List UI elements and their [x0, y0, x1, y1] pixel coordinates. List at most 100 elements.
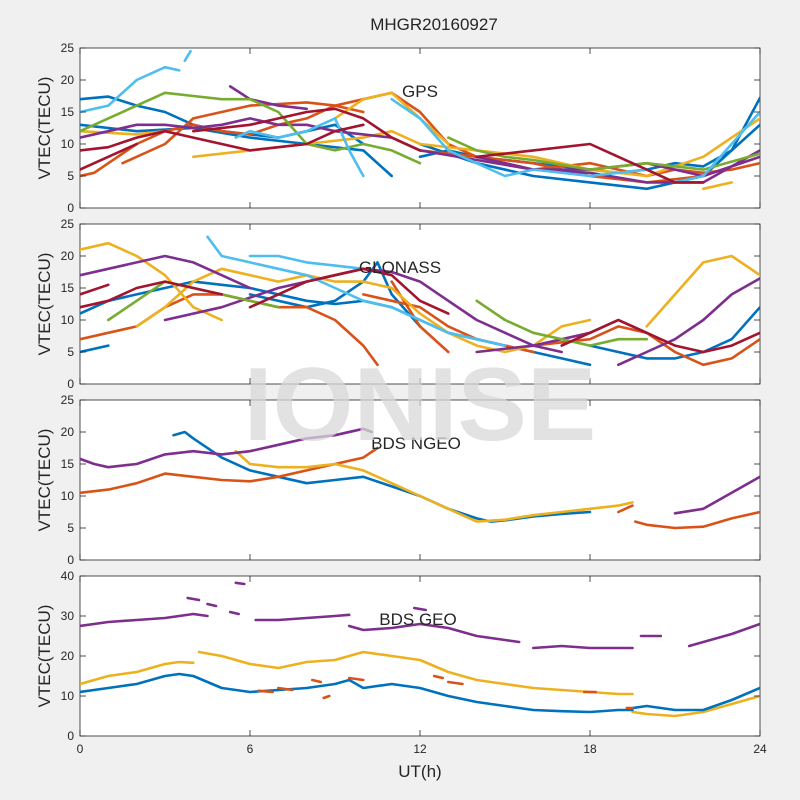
series-line-cyan-18	[234, 117, 365, 178]
series-line-yellow-9	[135, 267, 592, 354]
y-tick-label: 0	[67, 377, 74, 391]
y-tick-label: 0	[67, 729, 74, 743]
x-tick-label: 0	[77, 742, 84, 756]
panel-label-glonass: GLONASS	[359, 258, 441, 277]
y-tick-label: 5	[67, 345, 74, 359]
series-line-orange-17	[276, 686, 294, 692]
series-line-orange-1	[80, 446, 379, 495]
series-line-purple-5	[80, 427, 374, 469]
series-line-darkred-19	[80, 280, 223, 309]
series-line-orange-6	[531, 325, 760, 367]
bds-geo-panel: 0 10 20 30 40 0 6 12 18 24 VTEC(TECU) BDS GEO	[35, 569, 767, 756]
series-line-purple-7	[412, 606, 428, 612]
series-line-blue-2	[588, 305, 760, 360]
series-line-darkred-20	[248, 267, 450, 315]
y-axis-label: VTEC(TECU)	[35, 605, 54, 708]
y-tick-label: 20	[61, 73, 75, 87]
y-tick-label: 15	[61, 457, 75, 471]
series-line-purple-14	[616, 277, 760, 367]
panel-label-bds-geo: BDS GEO	[379, 610, 456, 629]
series-line-purple-5	[254, 613, 351, 622]
series-line-blue-15	[631, 686, 760, 712]
series-line-cyan-18	[248, 254, 365, 271]
series-line-cyan-17	[206, 235, 507, 347]
series-line-purple-0	[80, 612, 209, 628]
y-tick-label: 25	[61, 393, 75, 407]
series-line-green-15	[446, 136, 760, 171]
series-line-darkred-21	[192, 107, 422, 152]
y-tick-label: 40	[61, 569, 75, 583]
figure-title: MHGR20160927	[370, 15, 498, 34]
series-group	[80, 427, 760, 530]
series-line-purple-12	[163, 267, 564, 354]
series-line-purple-6	[347, 622, 521, 644]
y-tick-label: 25	[61, 217, 75, 231]
series-line-orange-5	[121, 101, 365, 165]
watermark: IONISE	[244, 347, 597, 463]
series-line-orange-21	[432, 674, 445, 680]
x-axis-label: UT(h)	[398, 762, 441, 781]
series-line-orange-2	[616, 504, 634, 514]
y-tick-label: 20	[61, 649, 75, 663]
axes-box	[79, 399, 761, 561]
series-line-orange-16	[257, 689, 275, 694]
y-tick-label: 10	[61, 313, 75, 327]
series-line-yellow-10	[701, 181, 734, 191]
series-line-cyan-19	[390, 97, 760, 184]
series-line-orange-20	[347, 676, 365, 682]
x-tick-label: 6	[247, 742, 254, 756]
series-line-darkred-23	[475, 142, 705, 184]
y-tick-label: 25	[61, 41, 75, 55]
glonass-panel: 0 5 10 15 20 25 VTEC(TECU) GLONASS	[35, 217, 761, 391]
series-line-yellow-13	[631, 694, 760, 718]
series-line-purple-12	[228, 85, 309, 111]
panel-label-gps: GPS	[402, 82, 438, 101]
series-line-orange-19	[322, 694, 331, 700]
series-line-darkred-21	[80, 283, 110, 296]
series-line-orange-18	[310, 678, 323, 684]
series-line-purple-1	[186, 596, 201, 602]
series-line-green-14	[80, 91, 422, 165]
x-tick-label: 24	[753, 742, 767, 756]
series-line-blue-1	[80, 123, 394, 178]
y-tick-label: 5	[67, 169, 74, 183]
series-line-green-16	[475, 299, 649, 347]
series-group	[80, 49, 760, 191]
y-tick-label: 0	[67, 201, 74, 215]
y-tick-label: 0	[67, 553, 74, 567]
y-tick-label: 20	[61, 249, 75, 263]
series-line-darkred-22	[80, 142, 138, 171]
series-line-orange-3	[633, 510, 760, 530]
gps-panel: 0 5 10 15 20 25 VTEC(TECU) GPS	[35, 41, 761, 215]
series-line-purple-4	[228, 610, 240, 616]
series-line-yellow-10	[645, 254, 760, 328]
series-line-orange-22	[446, 680, 464, 686]
series-line-cyan-16	[80, 65, 181, 114]
y-tick-label: 10	[61, 137, 75, 151]
axes-box	[79, 575, 761, 737]
series-line-cyan-17	[183, 49, 192, 63]
series-line-yellow-9	[333, 91, 450, 146]
series-line-purple-10	[687, 622, 760, 648]
series-line-blue-14	[80, 672, 634, 714]
series-line-yellow-12	[197, 650, 634, 696]
series-line-yellow-4	[234, 449, 634, 523]
series-line-purple-2	[206, 602, 218, 608]
y-axis-label: VTEC(TECU)	[35, 253, 54, 356]
series-line-blue-3	[80, 344, 110, 354]
series-line-darkred-22	[560, 318, 760, 354]
series-line-purple-11	[80, 254, 252, 290]
series-line-purple-3	[234, 581, 246, 586]
series-line-yellow-8	[80, 241, 223, 322]
x-tick-label: 18	[583, 742, 597, 756]
y-tick-label: 15	[61, 281, 75, 295]
series-line-purple-6	[673, 475, 760, 515]
bds-ngeo-panel: 0 5 10 15 20 25 VTEC(TECU) BDS NGEO	[35, 393, 761, 567]
y-tick-label: 20	[61, 425, 75, 439]
y-tick-label: 30	[61, 609, 75, 623]
x-tick-label: 12	[413, 742, 427, 756]
y-axis-label: VTEC(TECU)	[35, 429, 54, 532]
y-axis-label: VTEC(TECU)	[35, 77, 54, 180]
y-tick-label: 10	[61, 489, 75, 503]
